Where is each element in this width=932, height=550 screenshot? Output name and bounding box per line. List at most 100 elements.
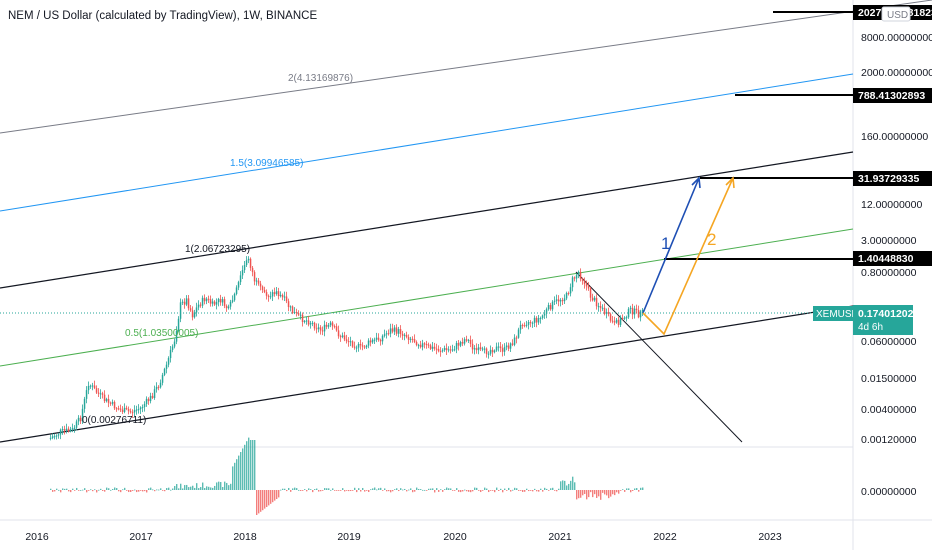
candle-body [385,333,388,335]
candle-body [417,344,420,346]
oscillator-bar [416,487,418,490]
oscillator-bar [596,490,598,498]
oscillator-bar [128,490,130,493]
price-axis[interactable]: 8000.00000000 2000.00000000 160.00000000 12… [861,32,932,446]
oscillator-bar [536,490,538,492]
candle-body [291,306,294,314]
oscillator-bar [502,490,504,493]
oscillator-bar [80,489,82,491]
candle-body [153,389,156,398]
candle-body [179,302,182,319]
oscillator-bar [466,490,468,492]
fib-label-0-5: 0.5(1.03500005) [125,328,198,339]
oscillator-bar [404,488,406,490]
scenario-1-label: 1 [661,234,670,253]
candle-body [159,382,162,388]
oscillator-bar [122,489,124,491]
oscillator-bar [220,482,222,490]
oscillator-bar [380,487,382,490]
candle-body [301,314,304,322]
candle-body [507,345,510,349]
oscillator-bar [144,490,146,492]
candle-body [263,289,266,293]
candle-body [637,310,640,318]
candle-body [123,407,126,412]
oscillator-bar [504,488,506,490]
oscillator-bar [620,490,622,491]
oscillator-bar [52,490,54,492]
candle-body [425,344,428,346]
oscillator-bar [638,490,640,492]
candle-body [493,350,496,353]
oscillator-bar [542,490,544,492]
oscillator-bar [116,488,118,490]
time-axis-tick: 2016 [25,531,49,543]
candle-body [287,301,290,307]
oscillator-bar [282,488,284,490]
oscillator-bar [364,490,366,492]
oscillator-bar [164,490,166,492]
candle-body [343,335,346,340]
oscillator-bar [486,488,488,490]
oscillator-bar [590,490,592,493]
price-label-3: 31.93729335 [858,173,919,185]
oscillator-bar [392,490,394,492]
time-axis[interactable]: 2016 2017 2018 2019 2020 2021 2022 2023 [25,531,782,543]
candle-body [63,429,66,431]
oscillator-bar [324,488,326,490]
candle-body [401,333,404,336]
candle-body [567,293,570,295]
candle-body [619,317,622,325]
candle-body [147,398,150,402]
oscillator-bar [162,490,164,491]
oscillator-bar [98,489,100,491]
oscillator-bar [184,485,186,490]
oscillator-bar [334,490,336,491]
candle-body [71,428,74,430]
candle-body [293,312,296,314]
oscillator-bar [338,490,340,491]
oscillator-bar [252,440,254,490]
oscillator-bar [412,490,414,493]
oscillator-bar [506,490,508,491]
candle-body [509,343,512,349]
fib-level-2-line [0,0,932,134]
candle-body [81,408,84,422]
oscillator-bar [474,487,476,490]
candle-body [271,292,274,297]
candle-body [625,317,628,319]
fib-channel[interactable] [0,0,932,443]
candle-body [511,343,514,345]
candle-body [433,346,436,349]
oscillator-bar [72,488,74,490]
candle-body [49,437,52,439]
candle-body [505,345,508,348]
currency-badge[interactable]: USD [887,10,908,21]
oscillator-bar [378,488,380,490]
oscillator-bar [320,490,322,492]
candle-body [205,298,208,302]
candle-body [57,434,60,436]
candle-body [603,307,606,314]
candle-body [557,299,560,302]
candle-body [323,324,326,332]
oscillator-bar [304,489,306,490]
oscillator-bar [418,488,420,490]
candle-body [175,331,178,342]
candle-body [373,339,376,341]
candle-body [299,314,302,316]
price-axis-tick: 0.00400000 [861,404,917,416]
candle-body [73,427,76,429]
candle-body [193,312,196,318]
candle-body [395,327,398,334]
candle-body [211,301,214,304]
currency-badge-bg[interactable] [881,6,911,22]
oscillator-bar [626,488,628,490]
oscillator-bar [196,483,198,490]
oscillator-bar [408,489,410,491]
oscillator-bar [246,441,248,490]
oscillator-bar [212,487,214,490]
current-price-value: 0.17401202 [858,308,914,320]
oscillator-bar [492,490,494,491]
